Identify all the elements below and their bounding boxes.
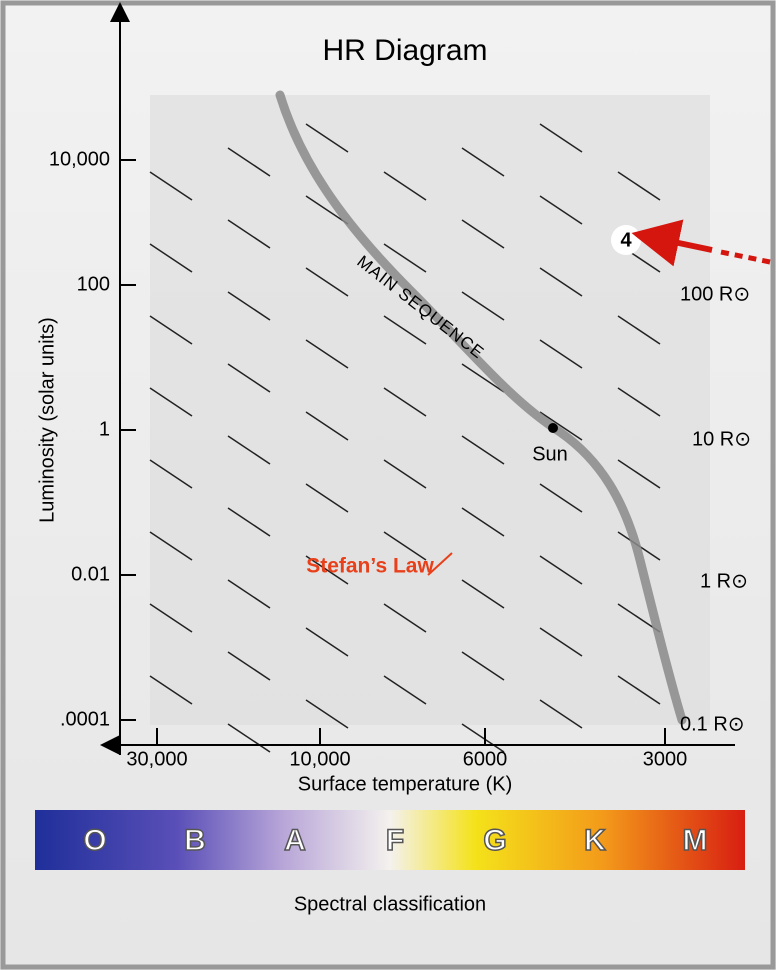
radius-dash [617, 387, 661, 417]
x-axis-label: Surface temperature (K) [298, 773, 513, 795]
radius-dash [305, 339, 349, 369]
radius-dash [461, 723, 505, 753]
stefans-law-pointer [427, 552, 453, 576]
radius-dash [539, 195, 583, 225]
radius-dash [461, 435, 505, 465]
y-tick-label: 0.01 [71, 563, 110, 585]
radius-dash [539, 123, 583, 153]
spectral-bar [35, 810, 745, 870]
radius-dash [149, 387, 193, 417]
x-tick-label: 30,000 [126, 748, 187, 770]
radius-label: 10 R⊙ [692, 428, 751, 450]
radius-dash [383, 531, 427, 561]
radius-dash [149, 531, 193, 561]
radius-dash [227, 219, 271, 249]
radius-dash [539, 627, 583, 657]
radius-dash [305, 267, 349, 297]
x-tick-label: 3000 [643, 748, 688, 770]
radius-dash [617, 675, 661, 705]
radius-dash [305, 555, 349, 585]
stage-arrow [631, 219, 713, 267]
radius-dash [149, 171, 193, 201]
spectral-class: B [184, 824, 206, 857]
radius-dash [461, 651, 505, 681]
radius-dash [149, 675, 193, 705]
radius-dash [149, 315, 193, 345]
radius-dash [227, 435, 271, 465]
y-tick-label: .0001 [60, 708, 110, 730]
spectral-class: F [386, 824, 404, 857]
radius-dash [461, 579, 505, 609]
radius-dash [305, 123, 349, 153]
radius-lines [149, 123, 661, 753]
radius-label: 1 R⊙ [700, 570, 748, 592]
radius-dash [383, 675, 427, 705]
radius-dash [539, 699, 583, 729]
x-tick-label: 10,000 [289, 748, 350, 770]
spectral-class: A [284, 824, 306, 857]
title: HR Diagram [322, 34, 487, 67]
spectral-class: M [683, 824, 708, 857]
radius-dash [539, 339, 583, 369]
spectral-class: G [483, 824, 506, 857]
radius-dash [383, 387, 427, 417]
radius-dash [227, 291, 271, 321]
radius-dash [383, 171, 427, 201]
radius-dash [539, 483, 583, 513]
radius-dash [617, 459, 661, 489]
stage-label: 4 [620, 229, 632, 251]
radius-dash [617, 315, 661, 345]
radius-dash [461, 219, 505, 249]
sun-label: Sun [532, 443, 568, 465]
radius-dash [305, 411, 349, 441]
radius-dash [539, 267, 583, 297]
radius-dash [461, 363, 505, 393]
radius-dash [227, 363, 271, 393]
y-tick-label: 10,000 [49, 148, 110, 170]
spectral-label: Spectral classification [294, 893, 486, 915]
radius-dash [227, 507, 271, 537]
spectral-class: K [584, 824, 606, 857]
radius-dash [305, 627, 349, 657]
radius-label: 100 R⊙ [680, 283, 750, 305]
radius-dash [149, 243, 193, 273]
radius-dash [461, 291, 505, 321]
radius-dash [461, 147, 505, 177]
radius-dash [383, 459, 427, 489]
y-tick-label: 1 [99, 418, 110, 440]
radius-dash [383, 603, 427, 633]
radius-dash [539, 555, 583, 585]
sun-point [548, 423, 558, 433]
radius-dash [305, 195, 349, 225]
radius-dash [227, 147, 271, 177]
radius-dash [305, 699, 349, 729]
radius-dash [149, 459, 193, 489]
spectral-class: O [83, 824, 106, 857]
stefans-law-label: Stefan’s Law [306, 555, 434, 578]
main-sequence-curve [275, 90, 687, 725]
radius-dash [461, 507, 505, 537]
x-tick-label: 6000 [463, 748, 508, 770]
radius-dash [149, 603, 193, 633]
radius-dash [227, 579, 271, 609]
radius-dash [617, 171, 661, 201]
radius-dash [383, 315, 427, 345]
radius-dash [227, 723, 271, 753]
stage-arrow-dashed [715, 248, 771, 265]
radius-label: 0.1 R⊙ [680, 713, 745, 735]
radius-dash [227, 651, 271, 681]
radius-dash [539, 411, 583, 441]
plot-area [150, 95, 710, 725]
radius-dash [383, 243, 427, 273]
y-axis-label: Luminosity (solar units) [36, 317, 58, 523]
y-tick-label: 100 [77, 273, 110, 295]
radius-dash [305, 483, 349, 513]
